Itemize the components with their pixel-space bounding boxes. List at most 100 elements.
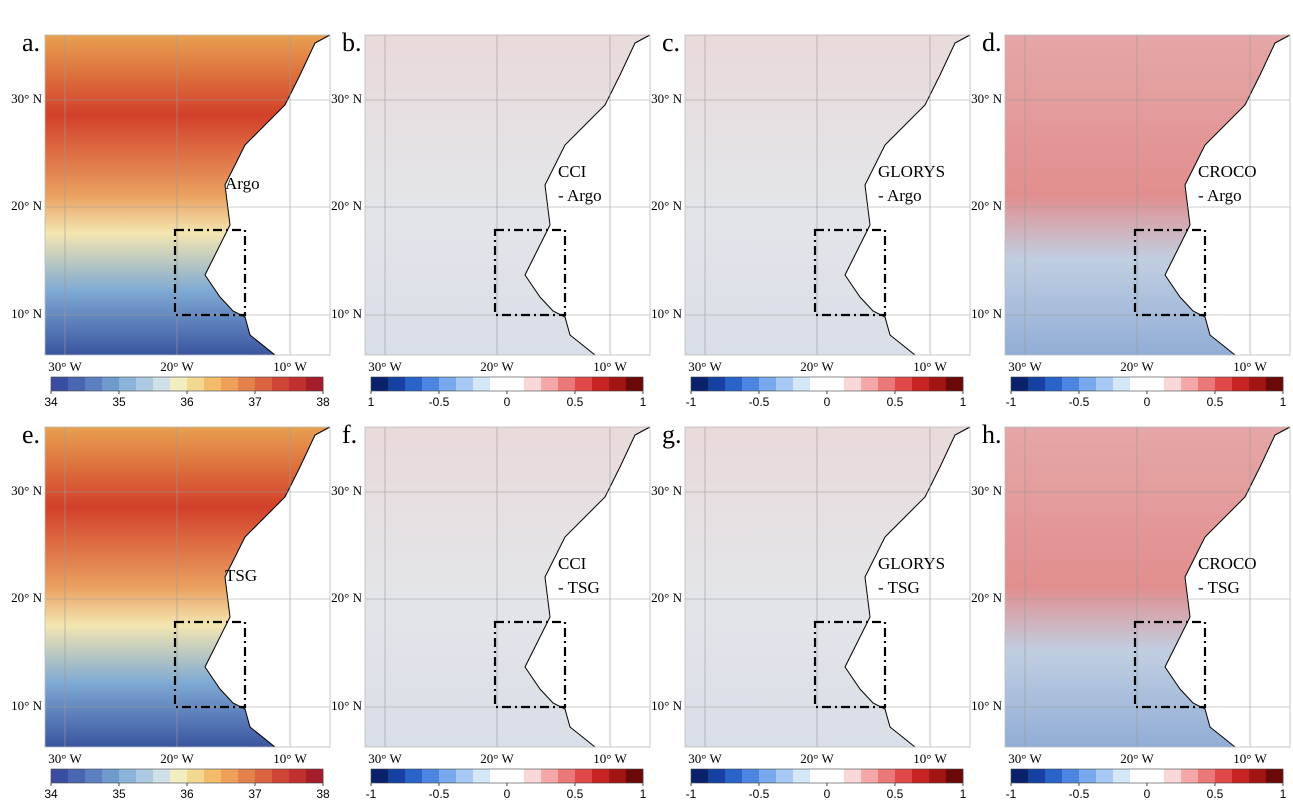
colorbar-label: -1 bbox=[1006, 395, 1017, 409]
colorbar-segment bbox=[810, 769, 828, 783]
lat-label: 20° N bbox=[11, 590, 42, 605]
colorbar-segment bbox=[85, 377, 103, 391]
colorbar-segment bbox=[895, 377, 913, 391]
colorbar-segment bbox=[541, 769, 559, 783]
colorbar-segment bbox=[1215, 377, 1233, 391]
lon-label: 20° W bbox=[480, 751, 514, 766]
colorbar-segment bbox=[1147, 377, 1165, 391]
colorbar-label: 37 bbox=[248, 787, 262, 801]
colorbar-label: 1 bbox=[960, 395, 967, 409]
colorbar-segment bbox=[289, 769, 307, 783]
colorbar-segment bbox=[1045, 769, 1063, 783]
colorbar-segment bbox=[1147, 769, 1165, 783]
colorbar-segment bbox=[371, 377, 389, 391]
colorbar-segment bbox=[272, 377, 290, 391]
land bbox=[1165, 427, 1290, 747]
lat-label: 30° N bbox=[971, 483, 1002, 498]
colorbar-segment bbox=[1181, 377, 1199, 391]
lat-label: 20° N bbox=[971, 590, 1002, 605]
colorbar-segment bbox=[490, 377, 508, 391]
lat-label: 10° N bbox=[11, 306, 42, 321]
panel-label: CROCO bbox=[1198, 554, 1257, 573]
colorbar-label: 36 bbox=[180, 395, 194, 409]
lon-label: 30° W bbox=[688, 751, 722, 766]
lat-label: 20° N bbox=[651, 198, 682, 213]
colorbar-label: -0.5 bbox=[749, 395, 770, 409]
colorbar-segment bbox=[51, 769, 69, 783]
colorbar-segment bbox=[306, 769, 324, 783]
colorbar-segment bbox=[827, 769, 845, 783]
lat-label: 30° N bbox=[11, 483, 42, 498]
map-panel: CCI - Argo b. 30° N 20° N 10° N 30° W 20° W 10° … bbox=[331, 28, 651, 409]
lon-label: 30° W bbox=[368, 751, 402, 766]
colorbar-label: 0 bbox=[824, 787, 831, 801]
lon-label: 30° W bbox=[368, 359, 402, 374]
map-panel: Argo a. 30° N 20° N 10° N 30° W 20° W 10° W 34 35… bbox=[11, 28, 331, 409]
map-panel: TSG e. 30° N 20° N 10° N 30° W 20° W 10° W 34 35 3… bbox=[11, 420, 331, 801]
study-box bbox=[493, 620, 567, 709]
land bbox=[205, 427, 330, 747]
colorbar-segment bbox=[1096, 377, 1114, 391]
panel-label: - Argo bbox=[1198, 186, 1242, 205]
land bbox=[525, 427, 650, 747]
colorbar-segment bbox=[1079, 377, 1097, 391]
colorbar-segment bbox=[136, 769, 154, 783]
colorbar-label: 1 bbox=[640, 395, 647, 409]
colorbar-segment bbox=[1232, 377, 1250, 391]
colorbar-segment bbox=[1062, 769, 1080, 783]
lat-label: 20° N bbox=[651, 590, 682, 605]
panel-letter: a. bbox=[22, 28, 40, 57]
lon-label: 30° W bbox=[1008, 751, 1042, 766]
panel-label: TSG bbox=[225, 566, 257, 585]
panel-label: - TSG bbox=[1198, 578, 1240, 597]
panel-label: Argo bbox=[225, 174, 260, 193]
panel-letter: b. bbox=[342, 28, 362, 57]
colorbar-segment bbox=[422, 769, 440, 783]
colorbar-segment bbox=[1215, 769, 1233, 783]
lat-label: 30° N bbox=[651, 483, 682, 498]
land bbox=[525, 35, 650, 355]
colorbar-segment bbox=[473, 377, 491, 391]
colorbar-segment bbox=[1130, 769, 1148, 783]
colorbar-segment bbox=[119, 769, 137, 783]
colorbar-segment bbox=[861, 377, 879, 391]
colorbar-label: 0.5 bbox=[1207, 395, 1224, 409]
lon-label: 20° W bbox=[800, 751, 834, 766]
colorbar-segment bbox=[1232, 769, 1250, 783]
lat-label: 10° N bbox=[651, 698, 682, 713]
map-frame bbox=[364, 34, 651, 356]
colorbar-segment bbox=[558, 769, 576, 783]
colorbar-segment bbox=[1011, 377, 1029, 391]
colorbar-segment bbox=[473, 769, 491, 783]
colorbar-segment bbox=[1164, 377, 1182, 391]
lon-label: 10° W bbox=[913, 359, 947, 374]
colorbar-segment bbox=[1079, 769, 1097, 783]
colorbar-label: 38 bbox=[316, 395, 330, 409]
panel-label: - TSG bbox=[878, 578, 920, 597]
lon-label: 10° W bbox=[913, 751, 947, 766]
panel-letter: d. bbox=[982, 28, 1002, 57]
colorbar-segment bbox=[592, 769, 610, 783]
colorbar-segment bbox=[524, 769, 542, 783]
study-box bbox=[1133, 620, 1207, 709]
study-box bbox=[173, 620, 247, 709]
colorbar-segment bbox=[1028, 377, 1046, 391]
colorbar-segment bbox=[388, 377, 406, 391]
colorbar-segment bbox=[946, 377, 964, 391]
colorbar-segment bbox=[708, 377, 726, 391]
colorbar-segment bbox=[102, 377, 120, 391]
colorbar-label: -0.5 bbox=[1069, 395, 1090, 409]
panel-letter: h. bbox=[982, 420, 1002, 449]
colorbar-segment bbox=[507, 769, 525, 783]
colorbar-segment bbox=[1181, 769, 1199, 783]
colorbar-segment bbox=[912, 769, 930, 783]
colorbar-segment bbox=[187, 769, 205, 783]
colorbar-label: 0.5 bbox=[887, 395, 904, 409]
colorbar-segment bbox=[119, 377, 137, 391]
map-panel: CROCO - TSG h. 30° N 20° N 10° N 30° W 20° W 10°… bbox=[971, 420, 1291, 801]
colorbar-segment bbox=[170, 769, 188, 783]
colorbar-label: 1 bbox=[960, 787, 967, 801]
colorbar-segment bbox=[255, 377, 273, 391]
colorbar-segment bbox=[946, 769, 964, 783]
